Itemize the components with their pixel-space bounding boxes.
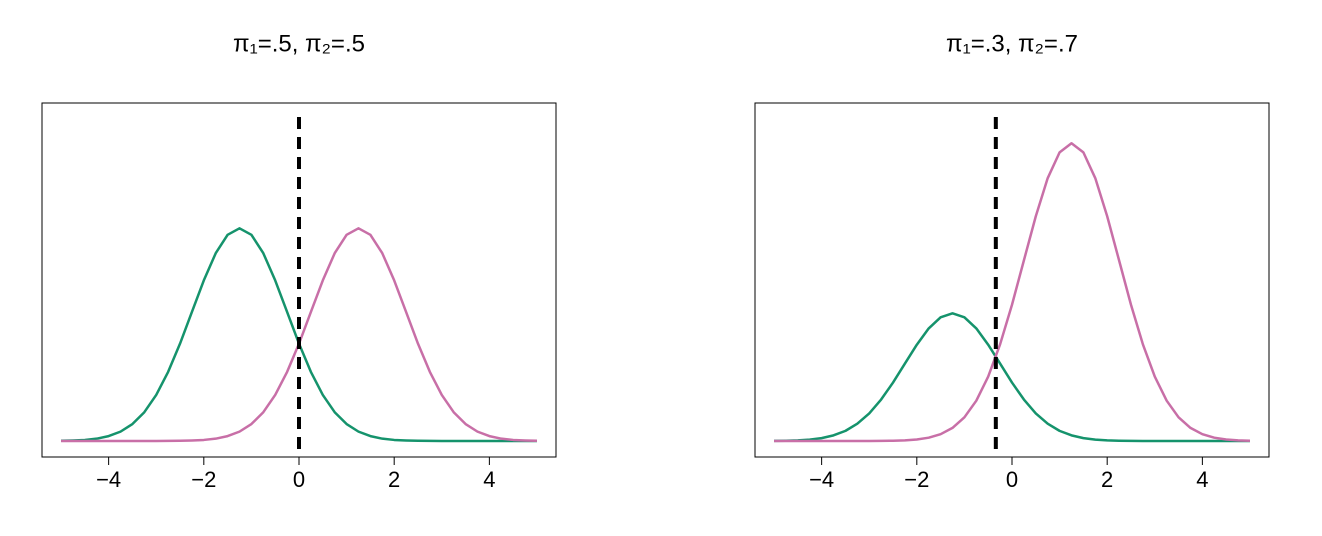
x-tick-label: 0 bbox=[1006, 467, 1018, 492]
x-tick-label: 2 bbox=[388, 467, 400, 492]
density-curve bbox=[774, 312, 1250, 443]
chart-title: π₁=.5, π₂=.5 bbox=[233, 30, 365, 57]
x-tick-label: 4 bbox=[1196, 467, 1208, 492]
x-tick-label: −4 bbox=[96, 467, 121, 492]
x-tick-label: 0 bbox=[293, 467, 305, 492]
plot-frame bbox=[754, 102, 1270, 458]
x-tick-label: −2 bbox=[191, 467, 216, 492]
x-tick-label: −4 bbox=[809, 467, 834, 492]
chart-title: π₁=.3, π₂=.7 bbox=[946, 30, 1078, 57]
x-tick-label: 4 bbox=[483, 467, 495, 492]
density-curve bbox=[774, 142, 1250, 443]
x-tick-label: −2 bbox=[904, 467, 929, 492]
x-tick-label: 2 bbox=[1101, 467, 1113, 492]
